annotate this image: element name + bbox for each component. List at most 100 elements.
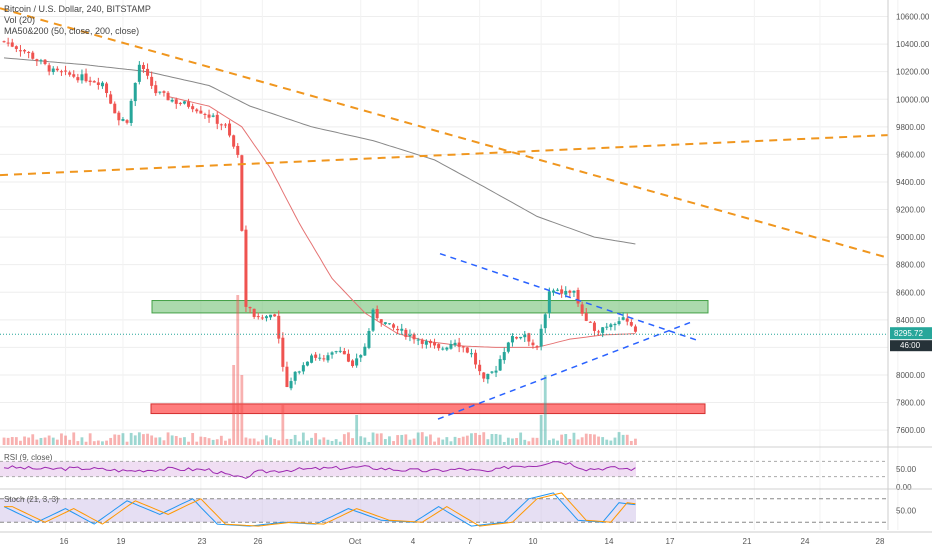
candle[interactable]	[64, 70, 68, 72]
candle[interactable]	[355, 358, 359, 366]
candle[interactable]	[277, 315, 281, 339]
candle[interactable]	[191, 106, 195, 110]
candle[interactable]	[10, 42, 14, 47]
candle[interactable]	[150, 76, 154, 86]
candle[interactable]	[121, 118, 125, 121]
candle[interactable]	[560, 289, 564, 294]
candle[interactable]	[326, 355, 330, 361]
candle[interactable]	[367, 330, 371, 348]
candle[interactable]	[47, 65, 51, 72]
candle[interactable]	[269, 314, 273, 318]
candle[interactable]	[281, 337, 285, 367]
candle[interactable]	[178, 102, 182, 104]
candle[interactable]	[260, 317, 264, 319]
candle[interactable]	[515, 337, 519, 339]
candle[interactable]	[564, 290, 568, 295]
candle[interactable]	[437, 344, 441, 349]
candle[interactable]	[556, 289, 560, 291]
candle[interactable]	[453, 342, 457, 346]
candle[interactable]	[39, 60, 43, 62]
candle[interactable]	[441, 348, 445, 350]
candle[interactable]	[613, 324, 617, 326]
candle[interactable]	[187, 101, 191, 107]
candle[interactable]	[133, 82, 137, 102]
candle[interactable]	[494, 370, 498, 373]
candle[interactable]	[580, 304, 584, 314]
candle[interactable]	[318, 357, 322, 359]
candle[interactable]	[55, 68, 59, 71]
candle[interactable]	[137, 64, 141, 82]
candle[interactable]	[125, 120, 129, 123]
candle[interactable]	[338, 350, 342, 352]
candle[interactable]	[43, 59, 47, 64]
ma-legend[interactable]: MA50&200 (50, close, 200, close)	[4, 26, 140, 36]
candle[interactable]	[510, 336, 514, 343]
candle[interactable]	[264, 316, 268, 319]
candle[interactable]	[76, 77, 80, 81]
candle[interactable]	[334, 351, 338, 353]
candle[interactable]	[461, 346, 465, 348]
candle[interactable]	[629, 322, 633, 326]
candle[interactable]	[6, 42, 10, 44]
candle[interactable]	[68, 72, 72, 75]
candle[interactable]	[584, 313, 588, 321]
candle[interactable]	[219, 124, 223, 126]
stoch-legend[interactable]: Stoch (21, 3, 3)	[4, 495, 59, 504]
candle[interactable]	[195, 109, 199, 112]
symbol-title[interactable]: Bitcoin / U.S. Dollar, 240, BITSTAMP	[4, 4, 151, 14]
candle[interactable]	[162, 91, 166, 93]
candle[interactable]	[88, 80, 92, 82]
candle[interactable]	[465, 347, 469, 353]
candle[interactable]	[72, 74, 76, 77]
candle[interactable]	[248, 307, 252, 309]
rsi-legend[interactable]: RSI (9, close)	[4, 453, 53, 462]
triangle-upper-line[interactable]	[439, 252, 699, 342]
candle[interactable]	[531, 342, 535, 346]
candle[interactable]	[256, 316, 260, 318]
candle[interactable]	[100, 82, 104, 87]
candle[interactable]	[601, 327, 605, 333]
candle[interactable]	[342, 350, 346, 355]
candle[interactable]	[359, 355, 363, 358]
candle[interactable]	[605, 326, 609, 328]
candle[interactable]	[383, 322, 387, 324]
candle[interactable]	[211, 115, 215, 117]
candle[interactable]	[146, 68, 150, 76]
triangle-lower-line[interactable]	[437, 321, 691, 420]
candle[interactable]	[293, 371, 297, 381]
candle[interactable]	[609, 324, 613, 328]
candle[interactable]	[527, 333, 531, 342]
candle[interactable]	[543, 314, 547, 329]
support-zone[interactable]	[150, 403, 706, 415]
candle[interactable]	[519, 336, 523, 339]
candle[interactable]	[502, 352, 506, 361]
candle[interactable]	[371, 309, 375, 331]
candle[interactable]	[117, 112, 121, 121]
candle[interactable]	[109, 94, 113, 104]
resistance-zone[interactable]	[151, 300, 709, 314]
candle[interactable]	[215, 114, 219, 124]
candle[interactable]	[387, 323, 391, 325]
candle[interactable]	[457, 342, 461, 347]
candle[interactable]	[80, 74, 84, 81]
candle[interactable]	[314, 354, 318, 358]
candle[interactable]	[31, 52, 35, 59]
candle[interactable]	[621, 317, 625, 320]
candle[interactable]	[289, 381, 293, 389]
candle[interactable]	[474, 352, 478, 365]
candle[interactable]	[228, 123, 232, 136]
candle[interactable]	[498, 359, 502, 371]
candle[interactable]	[305, 361, 309, 366]
candle[interactable]	[428, 340, 432, 344]
candle[interactable]	[478, 364, 482, 372]
candle[interactable]	[449, 344, 453, 349]
candle[interactable]	[396, 328, 400, 331]
candle[interactable]	[297, 371, 301, 373]
candle[interactable]	[572, 290, 576, 293]
candle[interactable]	[18, 50, 22, 52]
candle[interactable]	[379, 319, 383, 323]
candle[interactable]	[404, 329, 408, 337]
candle[interactable]	[301, 365, 305, 372]
candle[interactable]	[51, 68, 55, 73]
